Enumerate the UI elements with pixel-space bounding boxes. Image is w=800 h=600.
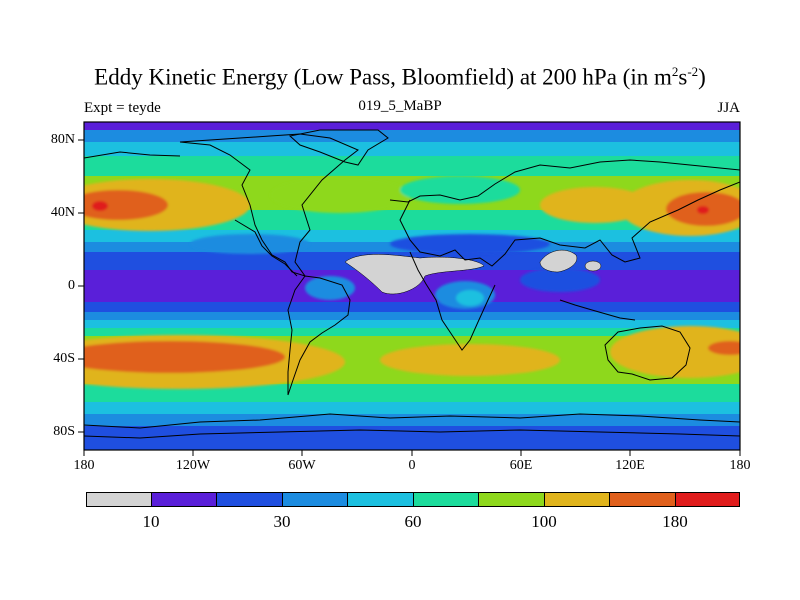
colorbar-swatch [479, 492, 545, 507]
colorbar-label: 10 [142, 512, 160, 531]
colorbar-swatch [86, 492, 152, 507]
y-tick-label: 0 [68, 278, 75, 293]
x-tick-label: 180 [729, 458, 751, 473]
map-title: Eddy Kinetic Energy (Low Pass, Bloomfiel… [94, 64, 706, 90]
experiment-label: Expt = teyde [84, 100, 161, 116]
x-tick-label: 0 [408, 458, 416, 473]
x-tick-label: 120E [615, 458, 645, 473]
y-tick-label: 40S [53, 351, 75, 366]
colorbar-label: 30 [273, 512, 291, 531]
season-label: JJA [717, 100, 740, 116]
colorbar-frame [86, 492, 740, 507]
colorbar [86, 492, 740, 507]
x-tick-label: 60W [288, 458, 316, 473]
case-label: 019_5_MaBP [358, 98, 442, 114]
colorbar-label: 180 [662, 512, 688, 531]
colorbar-swatch [675, 492, 740, 507]
colorbar-swatch [610, 492, 676, 507]
colorbar-label: 60 [404, 512, 422, 531]
colorbar-swatch [544, 492, 610, 507]
y-tick-label: 80S [53, 424, 75, 439]
colorbar-swatch [151, 492, 217, 507]
colorbar-swatch [413, 492, 479, 507]
y-tick-label: 40N [50, 205, 75, 220]
y-tick-label: 80N [50, 132, 75, 147]
colorbar-swatch [348, 492, 414, 507]
x-tick-label: 120W [175, 458, 211, 473]
colorbar-swatch [217, 492, 283, 507]
x-tick-label: 60E [509, 458, 533, 473]
colorbar-label: 100 [531, 512, 557, 531]
x-tick-label: 180 [73, 458, 95, 473]
colorbar-swatch [282, 492, 348, 507]
